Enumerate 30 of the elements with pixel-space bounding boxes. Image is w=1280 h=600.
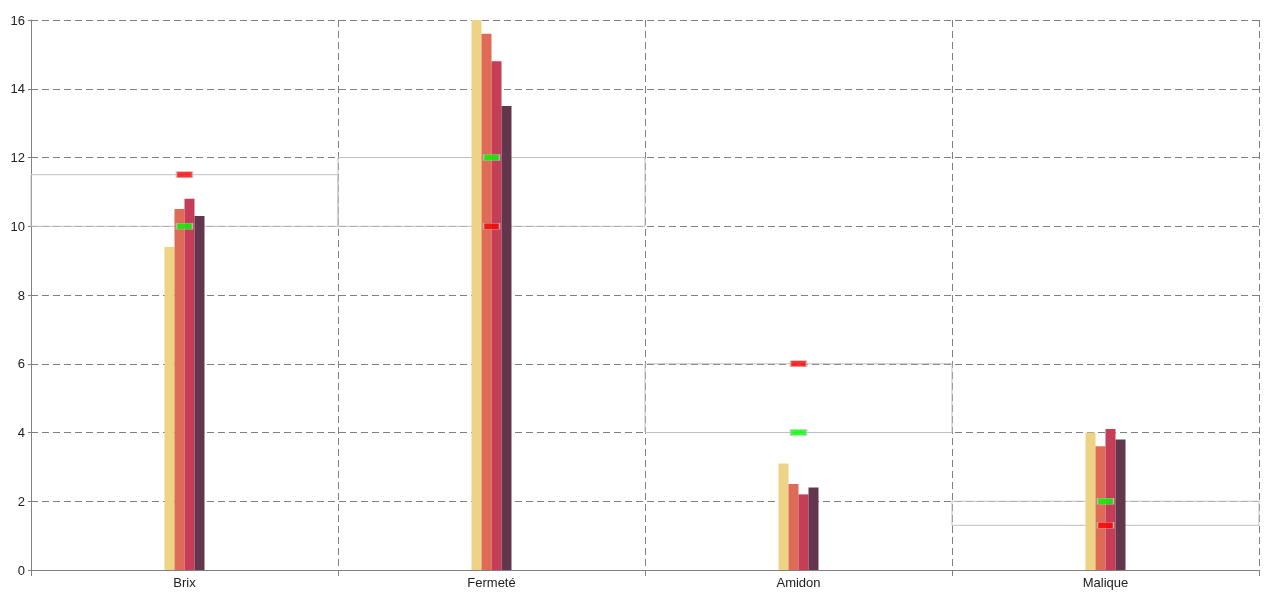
bar [481, 33, 492, 570]
x-tick-label: Amidon [776, 575, 821, 590]
bar [194, 215, 205, 570]
y-tick-label: 2 [17, 493, 25, 509]
x-tick-label: Malique [1082, 575, 1129, 590]
y-tick-label: 0 [17, 562, 25, 578]
bar [778, 463, 789, 570]
bar [788, 484, 799, 570]
y-tick-label: 6 [17, 356, 25, 372]
x-tick-label: Brix [173, 575, 197, 590]
bar [501, 105, 512, 570]
bar [644, 363, 953, 433]
bar [1085, 432, 1096, 570]
bar [184, 198, 195, 570]
y-tick-label: 16 [10, 12, 25, 28]
bar [808, 487, 819, 570]
bar [798, 494, 809, 570]
y-tick-label: 8 [17, 287, 25, 303]
bar [951, 500, 1260, 526]
bar [164, 246, 175, 570]
y-tick-label: 14 [10, 81, 25, 97]
bar [174, 209, 185, 570]
bar [491, 61, 502, 570]
bar [1115, 439, 1126, 570]
y-tick-label: 10 [10, 218, 25, 234]
y-tick-label: 4 [17, 425, 25, 440]
bar [471, 20, 482, 570]
x-tick-label: Fermeté [467, 575, 516, 590]
bar [1105, 429, 1116, 570]
y-tick-label: 12 [10, 150, 25, 165]
